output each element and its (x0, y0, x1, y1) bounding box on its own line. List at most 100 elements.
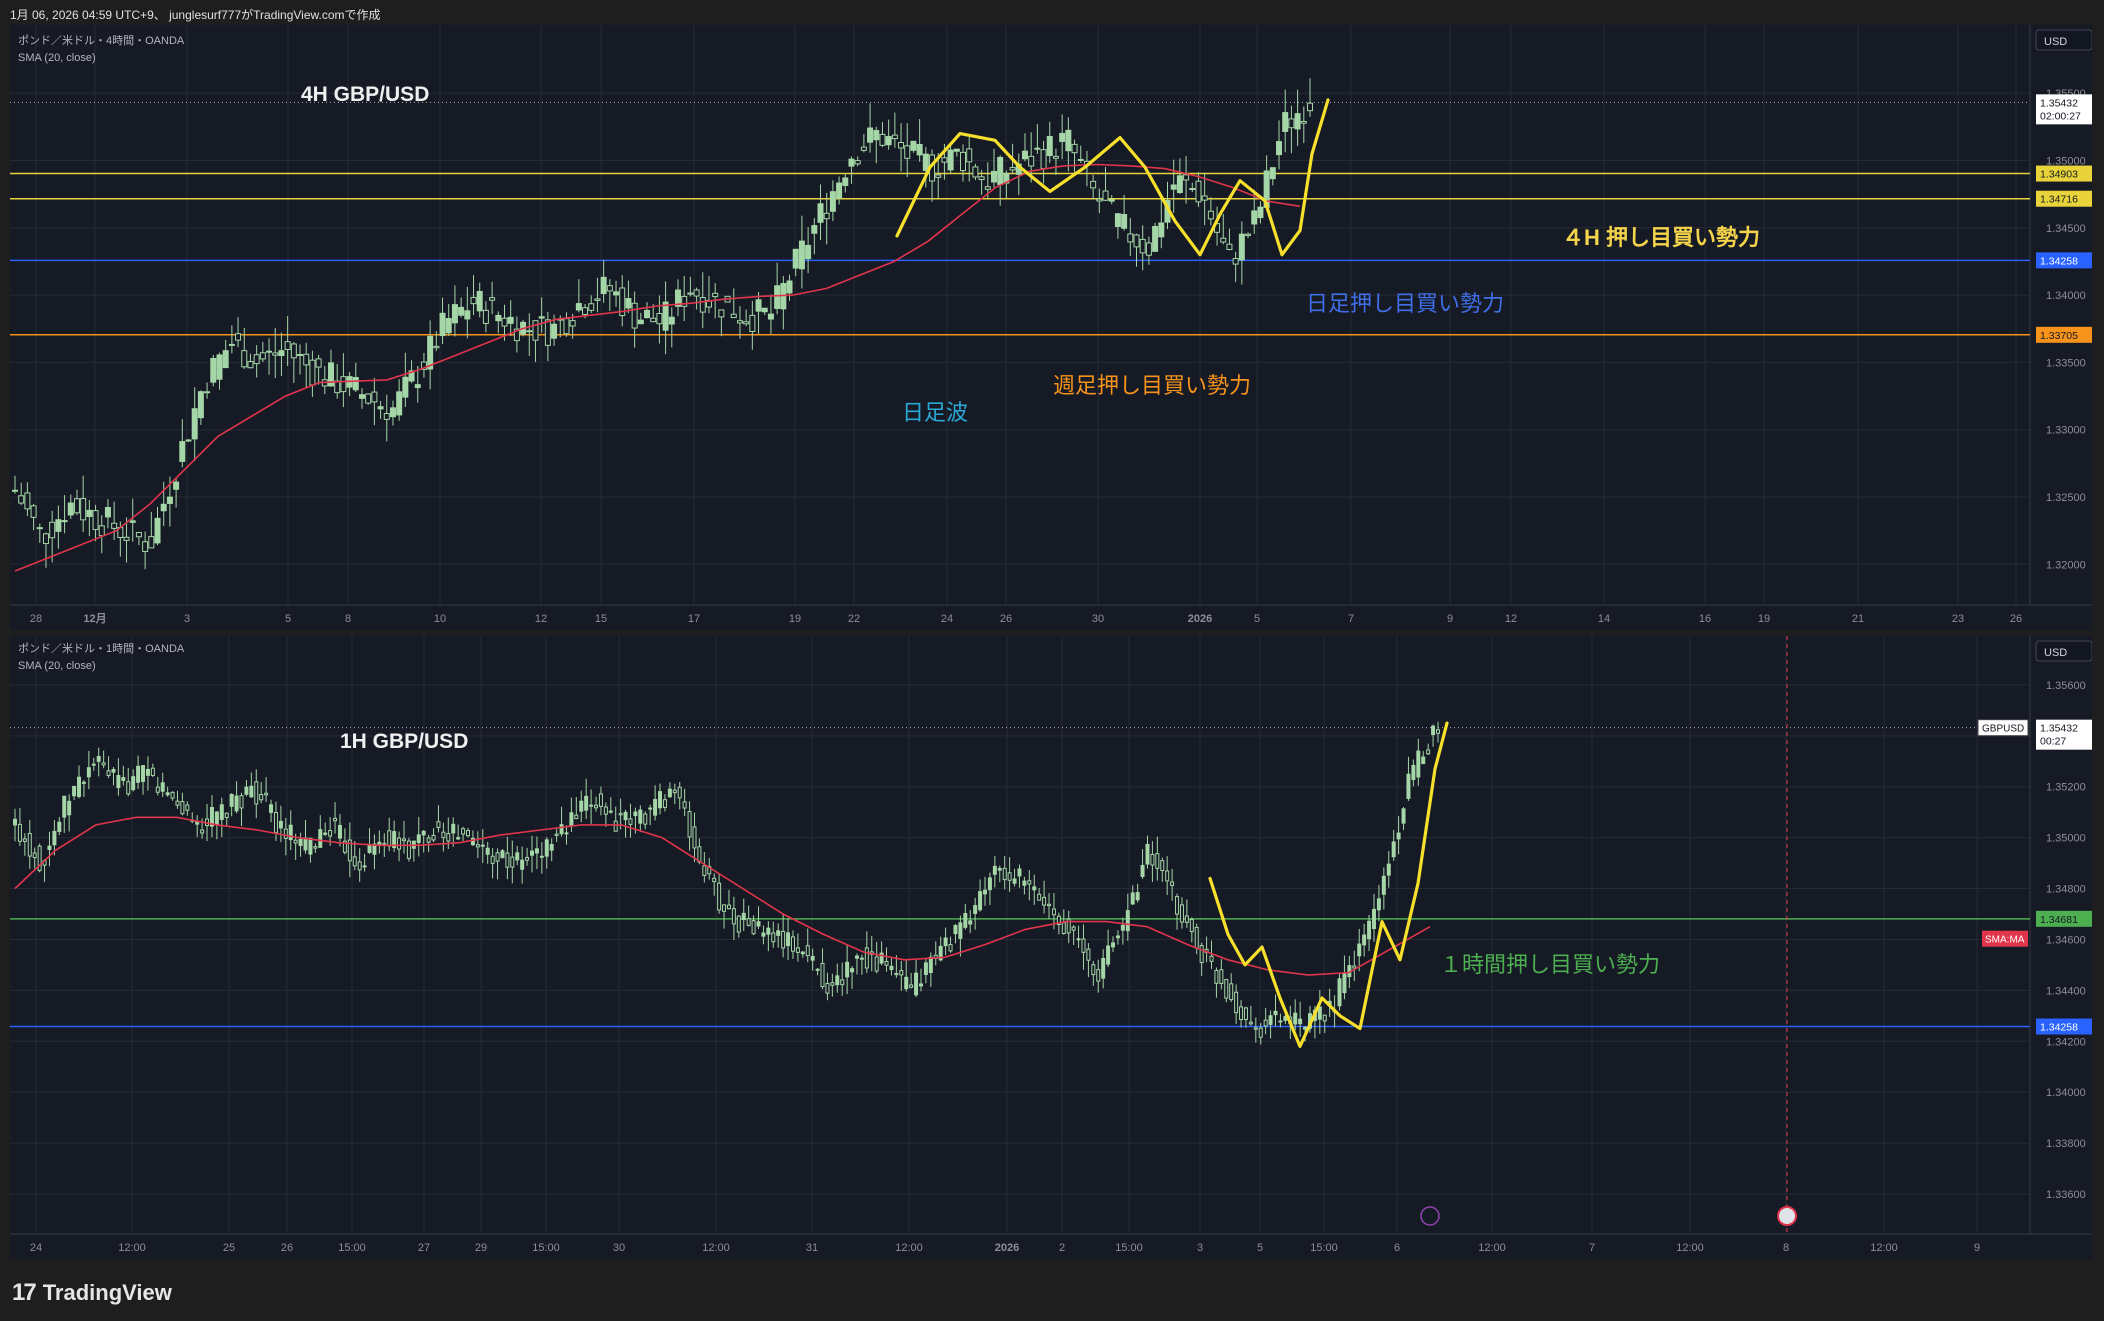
candle-body (755, 299, 762, 312)
candle-body (1125, 910, 1130, 932)
candle-body (1234, 991, 1239, 1014)
candle-body (179, 441, 186, 462)
y-tick-label: 1.34400 (2046, 985, 2086, 997)
candle-body (1194, 926, 1199, 949)
candle-body (1040, 149, 1047, 169)
candle-body (383, 413, 390, 420)
level-price-label: 1.34681 (2040, 914, 2078, 926)
candle-body (835, 975, 840, 986)
candle-body (1263, 1019, 1268, 1027)
candle-body (1396, 832, 1401, 840)
candle-body (406, 840, 411, 859)
candle-body (1127, 233, 1134, 243)
candle-body (618, 813, 623, 816)
candle-body (718, 309, 725, 318)
candle-body (963, 913, 968, 928)
candle-body (12, 489, 18, 492)
candle-body (1096, 198, 1103, 202)
candle-body (154, 517, 161, 544)
candle-body (461, 828, 466, 835)
candle-body (427, 335, 434, 370)
candle-body (1352, 965, 1357, 969)
currency-label: USD (2044, 647, 2067, 659)
candle-body (77, 776, 82, 797)
candle-body (180, 801, 185, 815)
candle-body (829, 191, 836, 212)
annotation-text: ４H 押し目買い勢力 (1562, 225, 1760, 250)
candle-body (771, 932, 776, 943)
y-tick-label: 1.33800 (2046, 1138, 2086, 1150)
candle-body (774, 285, 781, 309)
candle-body (983, 889, 988, 895)
candle-body (825, 982, 830, 994)
x-tick-label: 15:00 (1310, 1242, 1338, 1254)
candle-body (298, 838, 303, 847)
x-tick-label: 9 (1974, 1242, 1980, 1254)
y-tick-label: 1.35600 (2046, 680, 2086, 692)
candle-body (86, 767, 91, 778)
candle-body (1195, 180, 1202, 203)
candle-body (505, 852, 510, 868)
candle-body (1214, 969, 1219, 984)
candle-body (1130, 892, 1135, 905)
candle-body (241, 350, 248, 368)
candle-body (36, 527, 43, 530)
candle-body (1065, 129, 1072, 152)
countdown-label: 02:00:27 (2040, 110, 2081, 122)
hand-drawn-wave (1208, 721, 1449, 1048)
candle-body (1258, 1027, 1263, 1038)
candle-body (836, 182, 843, 199)
candle-body (254, 781, 259, 805)
candle-body (420, 361, 427, 370)
candle-body (1219, 969, 1224, 984)
candle-body (1386, 863, 1391, 876)
currency-label: USD (2044, 36, 2067, 48)
x-tick-label: 12:00 (1870, 1242, 1898, 1254)
candle-body (1102, 190, 1109, 201)
candle-body (532, 320, 539, 341)
candle-body (397, 837, 402, 850)
candle-body (1091, 964, 1096, 976)
chart-pane-4h[interactable]: USD 1.35500 1.35000 1.34500 1.34000 1.33500 1.… (10, 25, 2092, 630)
candle-body (943, 937, 948, 947)
candle-body (389, 407, 396, 418)
candle-body (1017, 868, 1022, 877)
level-price-label: 1.34903 (2040, 169, 2078, 181)
candle-body (1155, 853, 1160, 869)
candle-body (960, 151, 967, 172)
candle-body (842, 177, 849, 186)
candle-body (1046, 136, 1053, 157)
candle-body (303, 837, 308, 851)
candle-body (445, 318, 452, 334)
candle-body (244, 786, 249, 795)
candle-body (938, 945, 943, 961)
candle-body (820, 962, 825, 988)
candle-body (362, 865, 367, 868)
candle-body (1158, 222, 1165, 238)
candle-body (340, 376, 347, 393)
candle-body (1276, 141, 1283, 156)
candle-body (142, 541, 149, 553)
candle-body (106, 770, 111, 776)
candle-body (515, 852, 520, 861)
candle-body (554, 833, 559, 836)
candle-body (1362, 934, 1367, 946)
x-tick-label: 24 (941, 613, 953, 625)
candle-body (123, 536, 130, 541)
chart-canvas-1h[interactable]: USD1.356001.354001.352001.350001.348001.… (10, 636, 2092, 1259)
candle-body (1071, 143, 1078, 154)
candle-body (489, 297, 496, 301)
candle-body (416, 834, 421, 843)
chart-canvas-4h[interactable]: USD1.355001.350001.345001.340001.335001.… (10, 25, 2092, 630)
candle-body (805, 945, 810, 957)
candle-body (446, 833, 451, 842)
x-tick-label: 5 (285, 613, 291, 625)
chart-pane-1h[interactable]: USD1.356001.354001.352001.350001.348001.… (10, 636, 2092, 1259)
candle-body (323, 832, 328, 835)
candle-body (1165, 870, 1170, 882)
x-tick-label: 29 (475, 1242, 487, 1254)
candle-body (32, 852, 37, 859)
countdown-label: 00:27 (2040, 736, 2066, 748)
candle-body (173, 481, 180, 490)
candle-body (619, 287, 626, 317)
